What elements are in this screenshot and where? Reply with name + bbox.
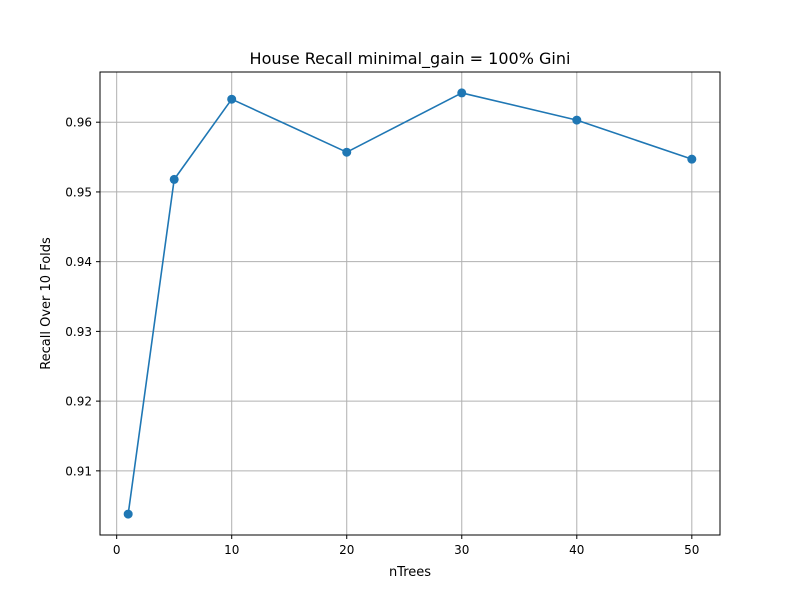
y-tick-label: 0.95 [65, 185, 92, 199]
axis-ticks: 0 10 20 30 40 50 0.91 0.92 0.93 0.94 0.95 0.96 [65, 116, 699, 557]
x-tick-label: 20 [339, 543, 354, 557]
y-tick-label: 0.93 [65, 325, 92, 339]
x-tick-label: 0 [113, 543, 121, 557]
y-tick-label: 0.94 [65, 255, 92, 269]
y-tick-label: 0.96 [65, 116, 92, 130]
y-axis-label: Recall Over 10 Folds [39, 237, 54, 370]
x-tick-label: 30 [454, 543, 469, 557]
data-point [342, 147, 352, 157]
data-point [169, 174, 179, 184]
data-point [123, 509, 133, 519]
data-point [572, 115, 582, 125]
data-point [227, 94, 237, 104]
data-point [457, 88, 467, 98]
x-tick-label: 50 [684, 543, 699, 557]
x-axis-label: nTrees [389, 565, 431, 580]
chart-title: House Recall minimal_gain = 100% Gini [250, 49, 571, 69]
y-tick-label: 0.92 [65, 395, 92, 409]
axes-frame [99, 71, 721, 536]
x-tick-label: 40 [569, 543, 584, 557]
data-point [687, 154, 697, 164]
x-tick-label: 10 [224, 543, 239, 557]
y-tick-label: 0.91 [65, 464, 92, 478]
series-layer [123, 88, 697, 519]
